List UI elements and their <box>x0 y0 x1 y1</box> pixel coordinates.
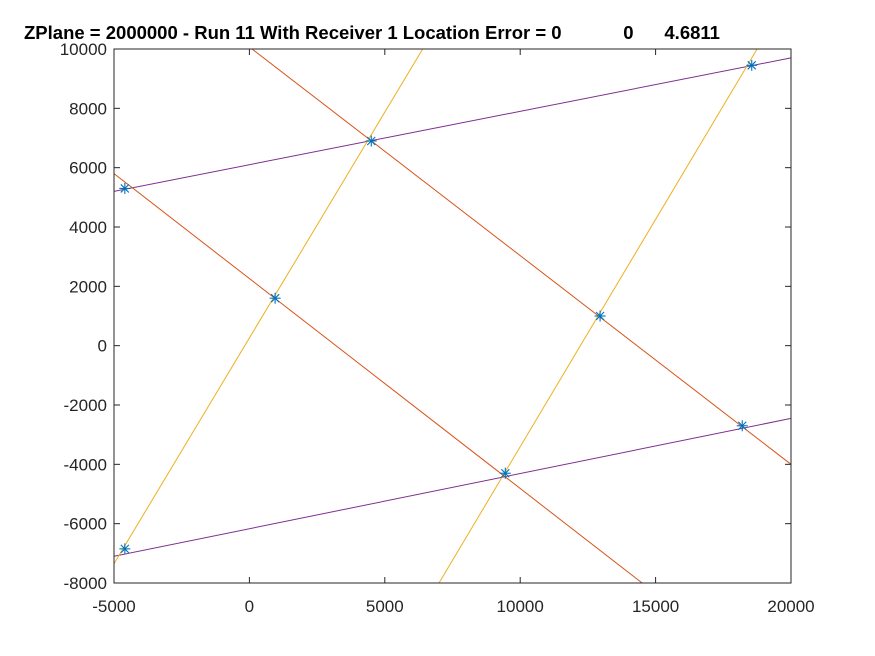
series-line-1 <box>113 57 792 192</box>
y-tick-label: -8000 <box>64 574 107 593</box>
x-tick-label: -5000 <box>92 597 135 616</box>
y-tick-label: 8000 <box>69 99 107 118</box>
y-tick-label: 0 <box>98 337 107 356</box>
plot-area-box <box>113 48 792 584</box>
x-tick-label: 5000 <box>366 597 404 616</box>
marker-layer <box>119 59 758 555</box>
data-point-marker <box>269 292 281 304</box>
data-point-marker <box>594 310 606 322</box>
series-line-3 <box>113 173 643 584</box>
data-point-marker <box>746 59 758 71</box>
series-line-2 <box>113 417 792 557</box>
data-point-marker <box>499 467 511 479</box>
x-tick-label: 10000 <box>497 597 544 616</box>
x-axis-ticks: -5000 0 5000 10000 15000 20000 <box>92 49 815 616</box>
series-line-5 <box>113 48 424 564</box>
data-point-marker <box>736 420 748 432</box>
data-point-marker <box>365 135 377 147</box>
y-tick-label: 10000 <box>60 40 107 59</box>
series-layer <box>113 48 792 584</box>
y-tick-label: 2000 <box>69 277 107 296</box>
y-tick-label: 4000 <box>69 218 107 237</box>
y-axis-ticks: 10000 8000 6000 4000 2000 0 -2000 -4000 -6000 -80… <box>60 40 791 593</box>
y-tick-label: -6000 <box>64 515 107 534</box>
x-tick-label: 20000 <box>767 597 814 616</box>
chart-title: ZPlane = 2000000 - Run 11 With Receiver … <box>24 22 720 43</box>
y-tick-label: 6000 <box>69 159 107 178</box>
series-line-4 <box>251 48 792 465</box>
x-tick-label: 0 <box>245 597 254 616</box>
data-point-marker <box>119 182 131 194</box>
y-tick-label: -2000 <box>64 396 107 415</box>
y-tick-label: -4000 <box>64 455 107 474</box>
x-tick-label: 15000 <box>632 597 679 616</box>
data-point-marker <box>119 543 131 555</box>
